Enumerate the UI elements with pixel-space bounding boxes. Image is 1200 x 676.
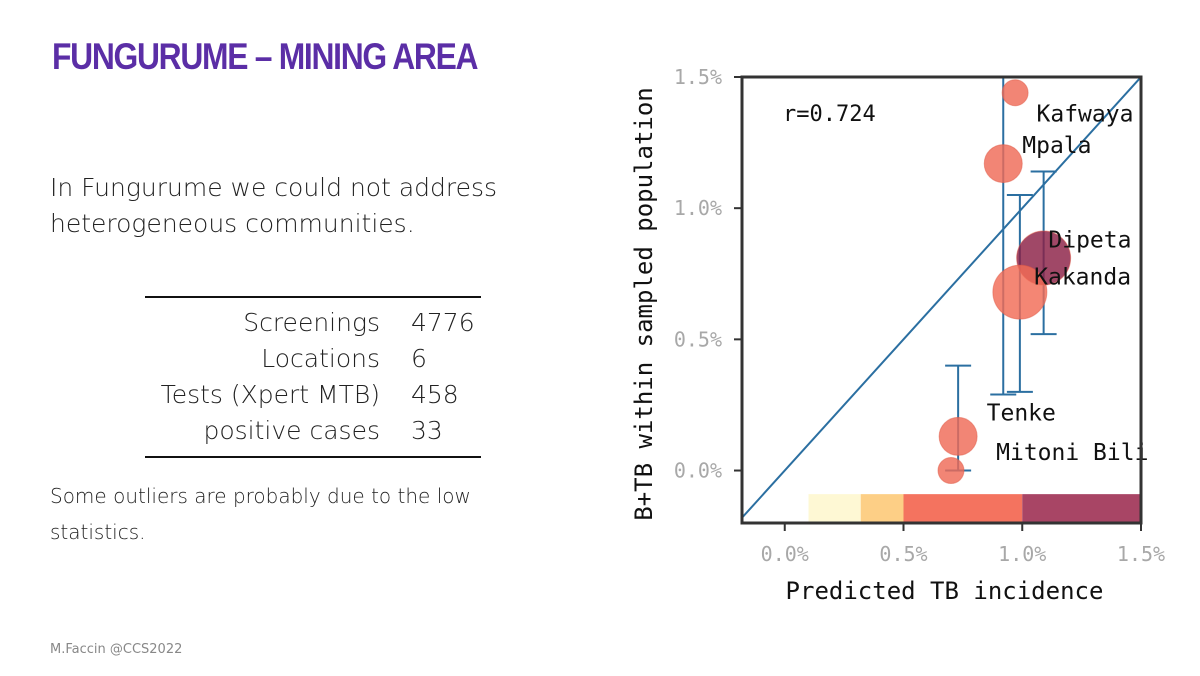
point-label: Mpala [1022,133,1091,159]
slide-title: FUNGURUME – MINING AREA [52,36,479,77]
data-point [992,264,1048,320]
x-tick-label: 1.5% [1117,542,1165,566]
data-point [937,457,965,485]
stats-row: positive cases 33 [145,412,481,448]
stats-row: Locations 6 [145,340,481,376]
point-label: Kafwaya [1037,102,1134,128]
point-label: Mitoni Bili [996,440,1148,466]
intro-text: In Fungurume we could not address hetero… [50,173,498,238]
note-text: Some outliers are probably due to the lo… [50,484,471,544]
y-tick-label: 1.5% [674,65,722,89]
stats-value: 458 [411,379,459,409]
x-axis-label: Predicted TB incidence [786,577,1104,605]
stats-label: Tests (Xpert MTB) [160,379,380,409]
x-tick-label: 1.0% [998,542,1046,566]
diagonal-line [742,77,1141,519]
stats-value: 6 [411,343,427,373]
point-label: Dipeta [1048,228,1131,254]
y-tick-label: 0.0% [674,459,722,483]
x-tick-label: 0.5% [879,542,927,566]
y-axis-label: B+TB within sampled population [630,87,658,520]
data-point [983,144,1023,184]
color-bar-segment [808,494,861,523]
stats-label: positive cases [203,415,380,445]
color-bar-segment [903,494,1023,523]
color-bar-segment [860,494,904,523]
point-label: Tenke [987,401,1056,427]
stats-label: Locations [261,343,380,373]
color-bar-segment [1022,494,1141,523]
y-tick-label: 0.5% [674,327,722,351]
correlation-annotation: r=0.724 [783,102,876,127]
stats-table: Screenings 4776 Locations 6 Tests (Xpert… [145,296,481,458]
data-point [1001,79,1029,107]
y-tick-label: 1.0% [674,196,722,220]
stats-row: Screenings 4776 [145,304,481,340]
stats-value: 4776 [411,307,475,337]
x-tick-label: 0.0% [761,542,809,566]
stats-row: Tests (Xpert MTB) 458 [145,376,481,412]
stats-label: Screenings [243,307,380,337]
point-label: Kakanda [1034,264,1131,290]
plot-frame [740,75,1143,525]
data-point [938,416,978,456]
stats-value: 33 [411,415,443,445]
footer-credit: M.Faccin @CCS2022 [50,642,183,657]
